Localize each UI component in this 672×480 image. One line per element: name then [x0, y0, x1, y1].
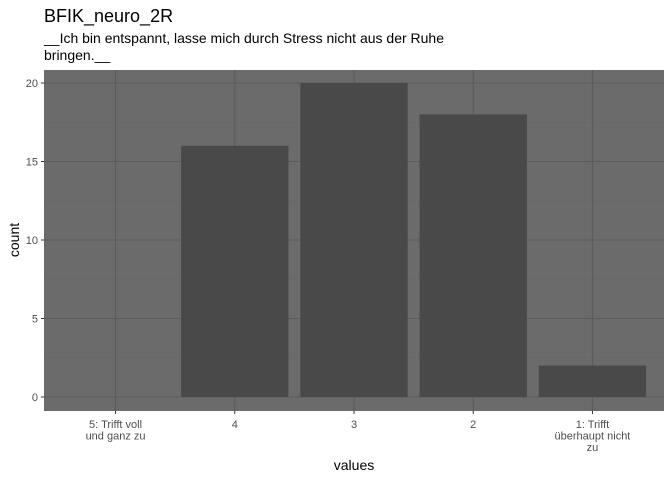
y-axis-title: count [6, 223, 22, 257]
x-axis-ticks: 5: Trifft voll und ganz zu 4 3 2 1: Trifft übe… [86, 411, 631, 454]
chart-subtitle-line-2: bringen.__ [44, 47, 110, 63]
x-tick-label: 2 [470, 419, 476, 431]
bars [181, 83, 647, 398]
chart-subtitle-line-1: __Ich bin entspannt, lasse mich durch St… [43, 30, 444, 46]
bar [538, 365, 647, 397]
bar [181, 145, 289, 397]
chart-title: BFIK_neuro_2R [44, 6, 173, 27]
bar [300, 83, 408, 397]
x-tick-label: 1: Trifft überhaupt nicht zu [555, 419, 631, 454]
bar [419, 114, 527, 398]
y-tick-label: 0 [32, 392, 38, 404]
x-tick-label: 4 [232, 419, 238, 431]
x-tick-label: 3 [351, 419, 357, 431]
y-tick-label: 5 [32, 314, 38, 326]
x-axis-title: values [334, 457, 374, 473]
y-tick-label: 20 [26, 78, 38, 90]
y-tick-label: 15 [26, 157, 38, 169]
y-axis-ticks: 0 5 10 15 20 [26, 78, 44, 404]
x-tick-label: 5: Trifft voll und ganz zu [86, 419, 146, 443]
y-tick-label: 10 [26, 235, 38, 247]
